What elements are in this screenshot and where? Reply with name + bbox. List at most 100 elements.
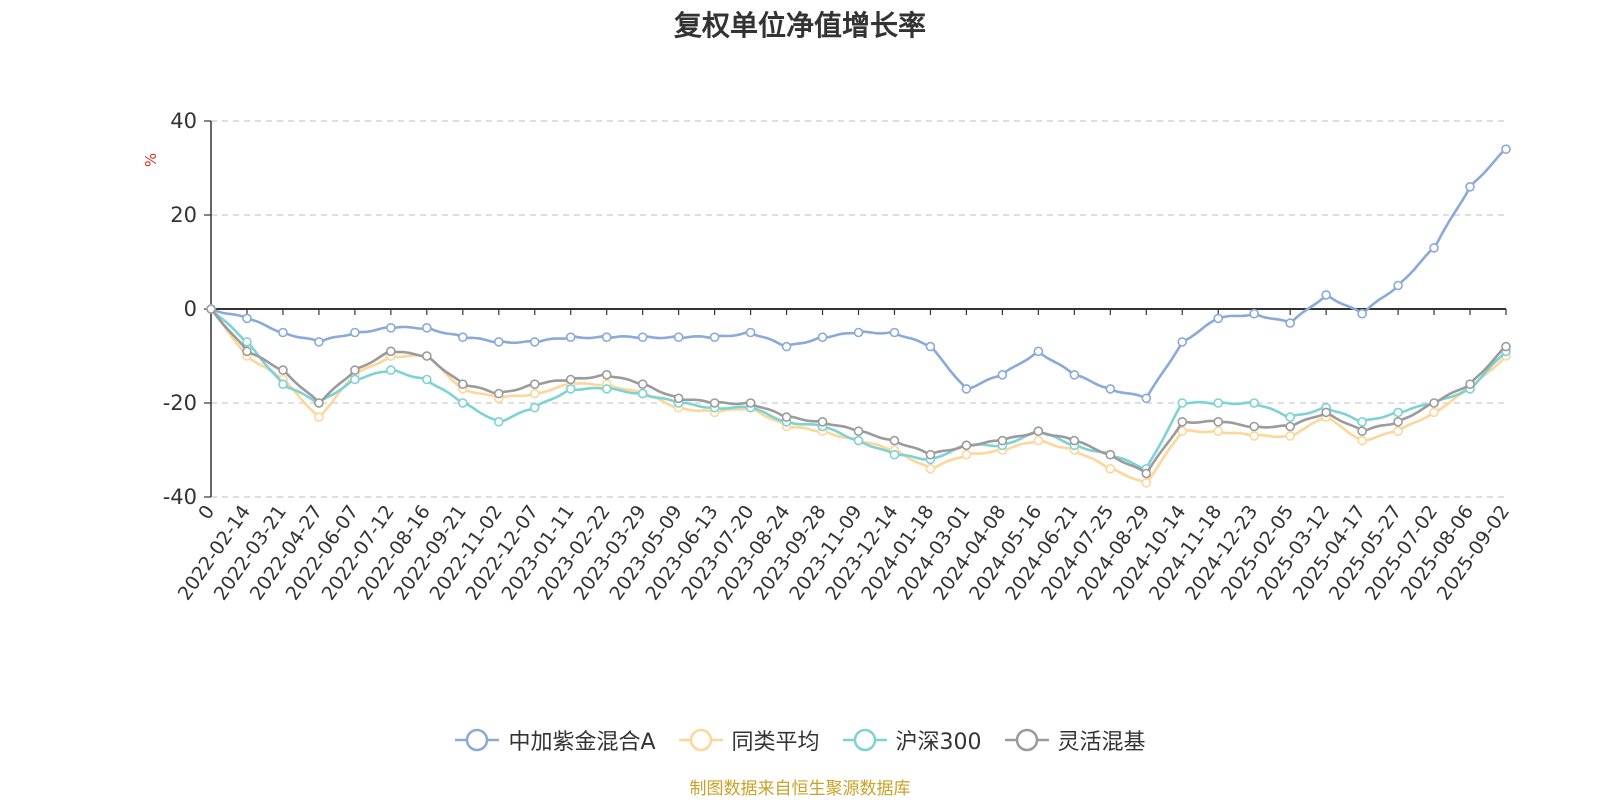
series-point[interactable] (1429, 407, 1439, 418)
series-point[interactable] (493, 337, 504, 347)
series-point[interactable] (1285, 421, 1295, 432)
series-point[interactable] (1393, 280, 1403, 291)
series-point[interactable] (1321, 290, 1331, 300)
series-point[interactable] (565, 384, 576, 394)
series-point[interactable] (242, 337, 252, 347)
series-point[interactable] (601, 384, 612, 394)
series-point[interactable] (637, 379, 648, 390)
series-point[interactable] (673, 332, 684, 343)
series-point[interactable] (350, 327, 360, 338)
series-point[interactable] (601, 369, 612, 380)
series-point[interactable] (278, 365, 288, 375)
series-point[interactable] (997, 369, 1008, 380)
series-point[interactable] (925, 449, 936, 460)
series-point[interactable] (1393, 426, 1403, 437)
series-point[interactable] (422, 374, 432, 385)
series-point[interactable] (565, 374, 576, 385)
series-point[interactable] (529, 379, 540, 390)
series-point[interactable] (386, 346, 396, 357)
series-point[interactable] (278, 379, 288, 390)
series-point[interactable] (1285, 431, 1295, 441)
series-point[interactable] (637, 388, 648, 399)
series-point[interactable] (1105, 463, 1116, 474)
series-point[interactable] (889, 449, 900, 460)
series-point[interactable] (817, 416, 828, 427)
series-point[interactable] (314, 337, 324, 347)
series-point[interactable] (422, 351, 432, 361)
series-point[interactable] (673, 393, 684, 404)
series-point[interactable] (242, 346, 252, 357)
legend-item[interactable]: 灵活混基 (1004, 724, 1146, 756)
legend-item[interactable]: 中加紫金混合A (454, 724, 656, 756)
series-point[interactable] (386, 365, 396, 375)
series-point[interactable] (853, 327, 864, 338)
series-point[interactable] (1033, 426, 1044, 437)
series-point[interactable] (1393, 416, 1403, 427)
series-point[interactable] (493, 388, 504, 399)
series-point[interactable] (1465, 379, 1475, 390)
series-point[interactable] (1141, 393, 1152, 404)
series-point[interactable] (1429, 243, 1439, 253)
series-point[interactable] (889, 435, 900, 446)
series-point[interactable] (1285, 318, 1295, 328)
series-point[interactable] (1321, 407, 1331, 418)
series-point[interactable] (853, 426, 864, 437)
series-point[interactable] (709, 398, 720, 408)
series-point[interactable] (1069, 435, 1080, 446)
series-point[interactable] (1501, 341, 1511, 352)
series-point[interactable] (1213, 398, 1224, 408)
series-point[interactable] (925, 341, 936, 352)
series-point[interactable] (997, 435, 1008, 446)
series-point[interactable] (458, 379, 468, 390)
series-point[interactable] (1141, 478, 1152, 488)
series-point[interactable] (1357, 308, 1367, 319)
series-point[interactable] (1033, 435, 1044, 446)
series-point[interactable] (853, 435, 864, 446)
series-point[interactable] (1105, 384, 1116, 394)
series-point[interactable] (529, 402, 540, 413)
series-point[interactable] (242, 313, 252, 324)
series-point[interactable] (314, 412, 324, 422)
series-point[interactable] (1429, 398, 1439, 408)
series-point[interactable] (206, 304, 216, 314)
series-point[interactable] (961, 384, 972, 394)
series-point[interactable] (781, 412, 792, 422)
series-point[interactable] (1249, 398, 1259, 408)
series-point[interactable] (1501, 144, 1511, 154)
series-point[interactable] (889, 327, 900, 338)
series-point[interactable] (1357, 426, 1367, 437)
legend-item[interactable]: 沪深300 (842, 724, 982, 756)
series-point[interactable] (458, 332, 468, 343)
series-point[interactable] (565, 332, 576, 343)
series-point[interactable] (1393, 407, 1403, 418)
series-point[interactable] (709, 332, 720, 343)
series-point[interactable] (1213, 416, 1224, 427)
legend-item[interactable]: 同类平均 (678, 724, 820, 756)
series-point[interactable] (1177, 337, 1188, 347)
series-point[interactable] (1465, 182, 1475, 192)
series-point[interactable] (529, 337, 540, 347)
series-point[interactable] (386, 322, 396, 333)
series-point[interactable] (1141, 468, 1152, 479)
series-point[interactable] (493, 416, 504, 427)
series-point[interactable] (1357, 435, 1367, 446)
series-point[interactable] (1177, 398, 1188, 408)
series-point[interactable] (1069, 369, 1080, 380)
series-point[interactable] (925, 463, 936, 474)
series-point[interactable] (961, 440, 972, 451)
series-point[interactable] (278, 327, 288, 338)
series-point[interactable] (350, 374, 360, 385)
series-point[interactable] (314, 398, 324, 408)
series-point[interactable] (458, 398, 468, 408)
series-point[interactable] (1033, 346, 1044, 357)
series-point[interactable] (1357, 416, 1367, 427)
series-point[interactable] (745, 398, 756, 408)
series-point[interactable] (1177, 416, 1188, 427)
series-point[interactable] (817, 332, 828, 343)
series-point[interactable] (350, 365, 360, 375)
series-point[interactable] (781, 341, 792, 352)
series-point[interactable] (637, 332, 648, 343)
series-point[interactable] (601, 332, 612, 343)
series-point[interactable] (422, 322, 432, 333)
series-point[interactable] (1105, 449, 1116, 460)
